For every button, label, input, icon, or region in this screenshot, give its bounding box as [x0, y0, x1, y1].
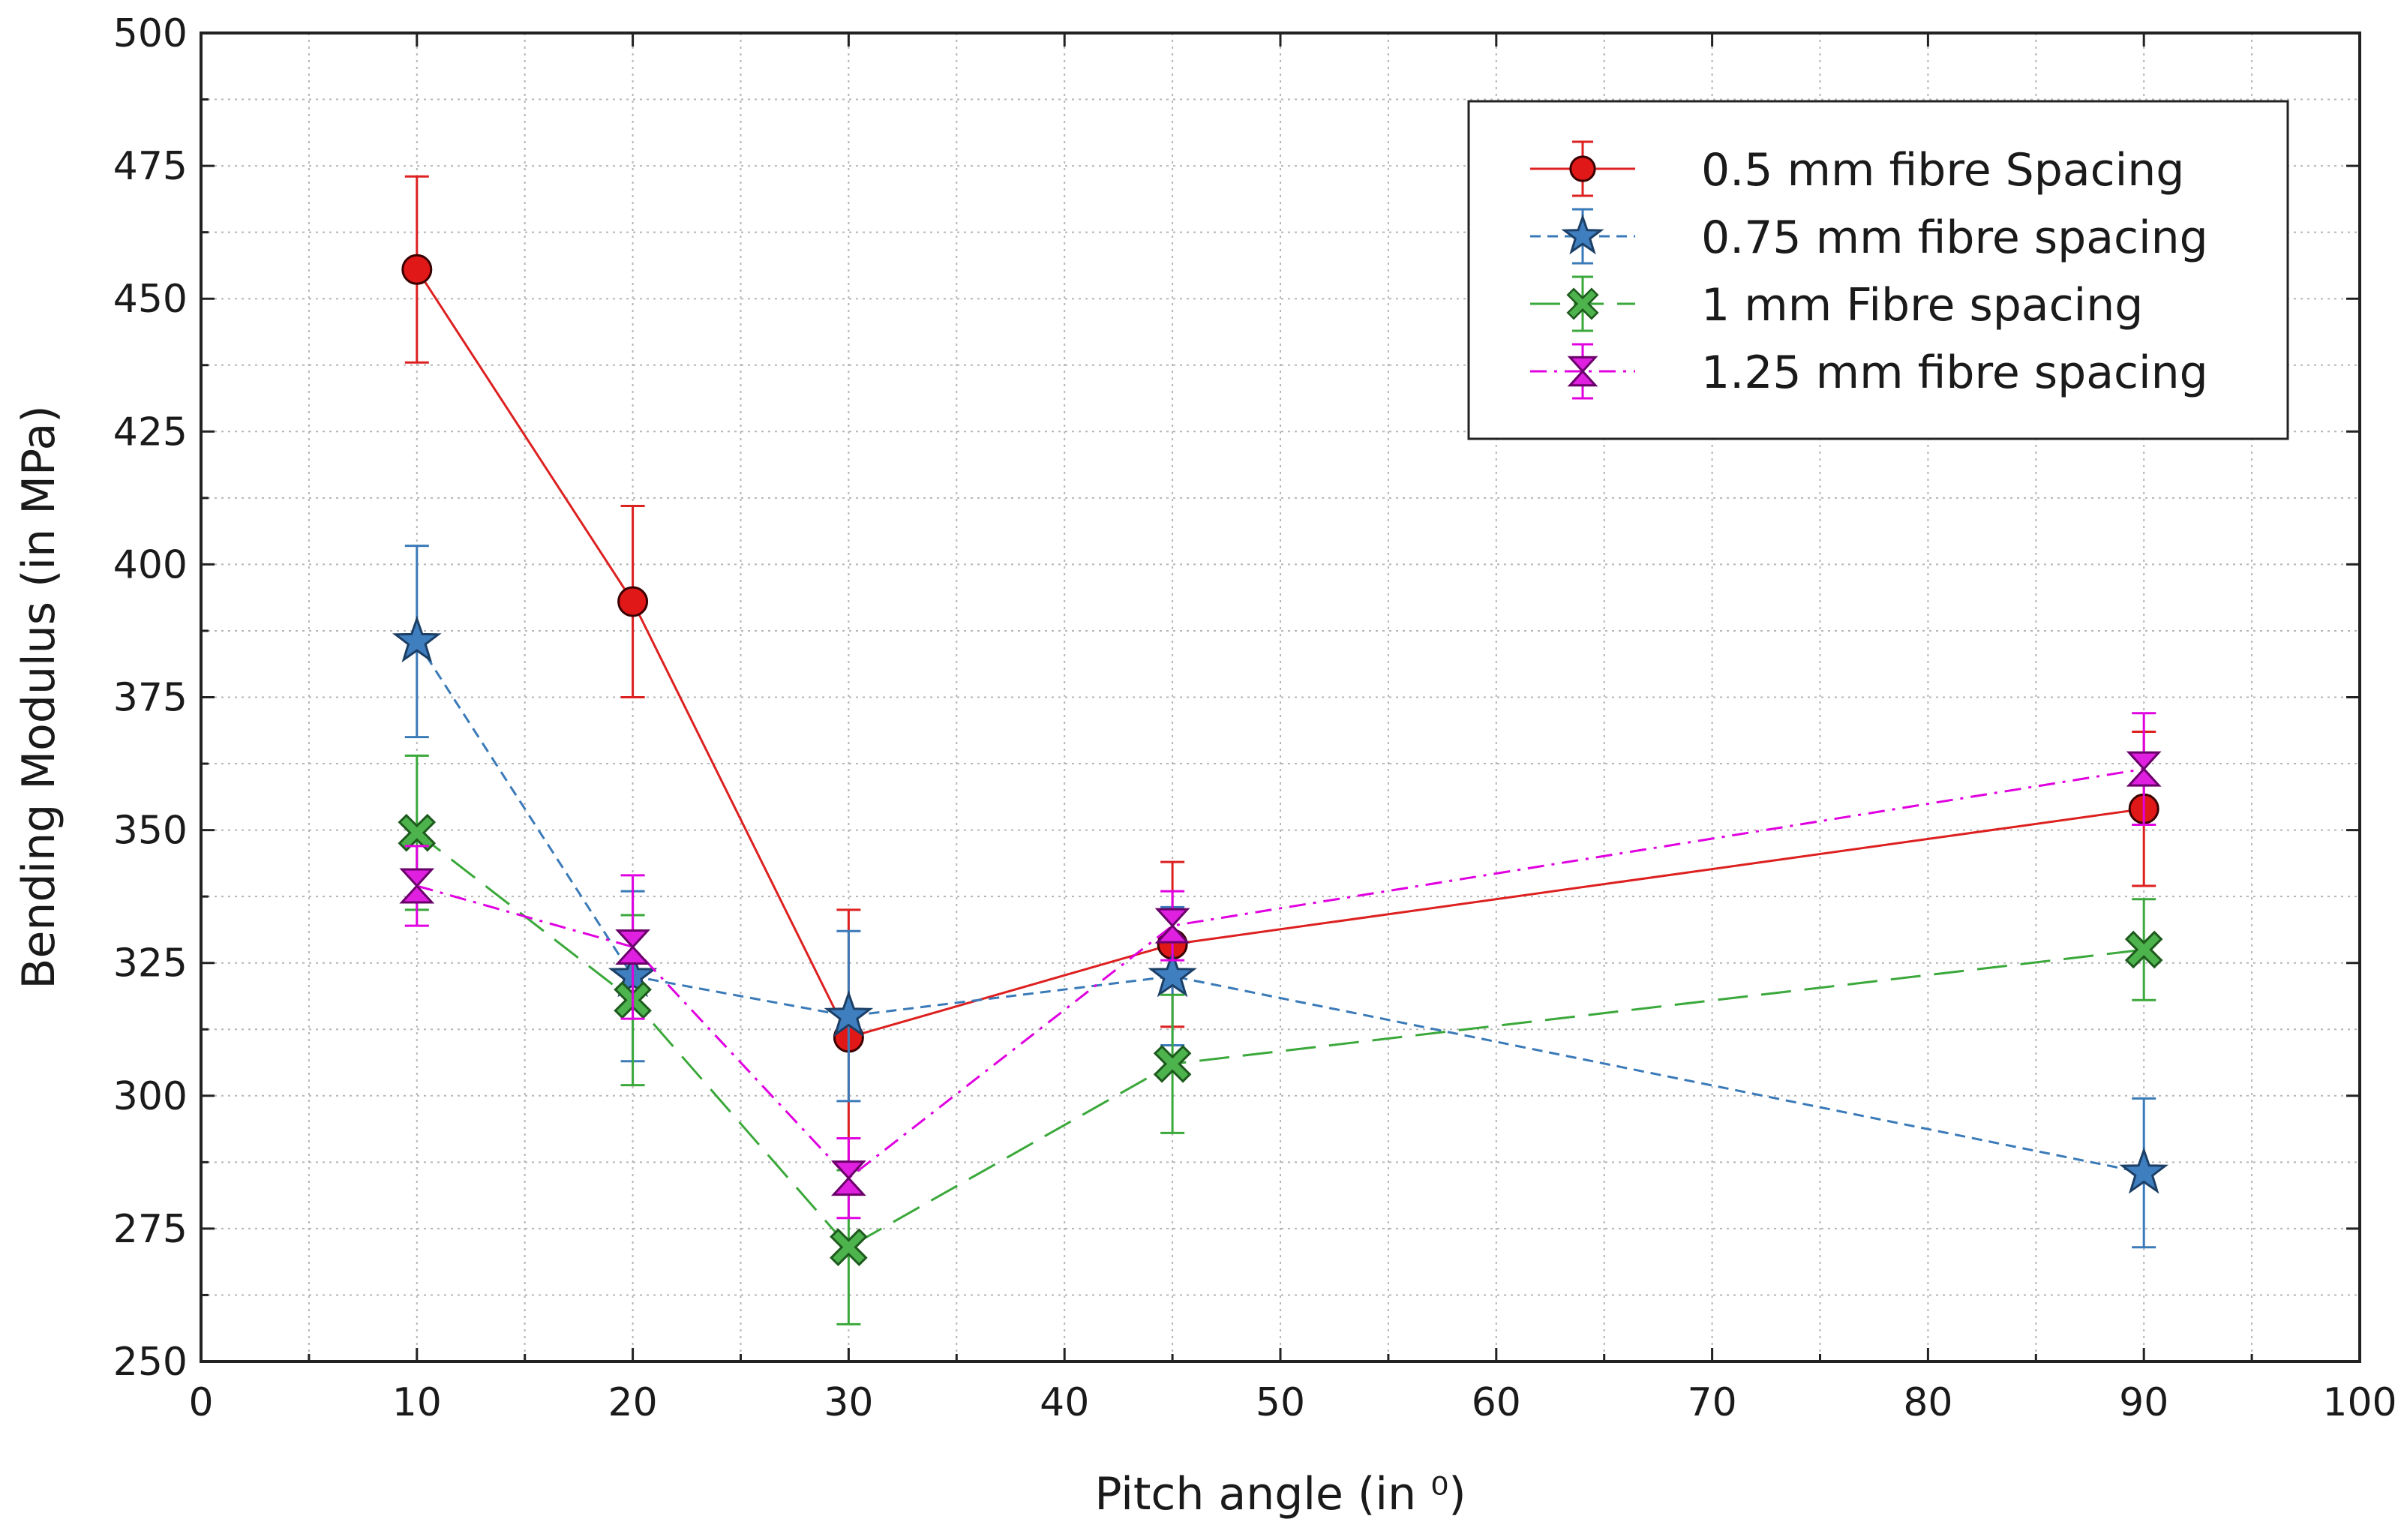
- data-point: [2124, 930, 2163, 969]
- x-tick-label: 70: [1688, 1380, 1737, 1425]
- legend-box: [1467, 100, 2289, 440]
- legend-entry: 0.75 mm fibre spacing: [1530, 208, 2208, 265]
- data-point: [398, 813, 437, 852]
- legend-entry: 1.25 mm fibre spacing: [1530, 343, 2208, 400]
- data-point: [2119, 1146, 2169, 1194]
- data-point: [1148, 950, 1197, 998]
- y-tick-label: 375: [113, 676, 188, 721]
- series-4: [399, 712, 2162, 1220]
- data-point: [615, 929, 650, 965]
- data-series: [392, 175, 2169, 1325]
- y-tick-label: 300: [113, 1074, 188, 1119]
- legend-marker: [1561, 213, 1604, 255]
- legend-marker: [1566, 287, 1599, 320]
- data-point-fill: [833, 1231, 865, 1263]
- legend-label: 1.25 mm fibre spacing: [1701, 347, 2208, 399]
- x-tick-label: 10: [392, 1380, 442, 1425]
- legend-marker-fill: [1569, 290, 1596, 317]
- legend-label: 0.75 mm fibre spacing: [1701, 212, 2208, 264]
- x-tick-label: 40: [1040, 1380, 1089, 1425]
- data-point: [830, 1228, 868, 1267]
- y-tick-label: 350: [113, 809, 188, 854]
- x-tick-label: 60: [1472, 1380, 1521, 1425]
- data-point: [1154, 908, 1190, 944]
- data-point-fill: [1157, 1048, 1189, 1080]
- x-tick-label: 90: [2119, 1380, 2168, 1425]
- y-axis-title: Bending Modulus (in MPa): [13, 405, 65, 989]
- data-point: [617, 586, 649, 617]
- axis-ticks: 0 10 20 30 40 50 60 70 80 90 100 250 275 300 325 350 375…: [113, 11, 2397, 1425]
- y-tick-label: 500: [113, 11, 188, 56]
- data-point: [824, 989, 874, 1037]
- legend-entry: 0.5 mm fibre Spacing: [1530, 140, 2184, 197]
- y-tick-label: 450: [113, 277, 188, 322]
- data-point-fill: [401, 817, 433, 849]
- series-line: [416, 831, 2144, 1249]
- legend-marker: [1567, 356, 1598, 387]
- x-tick-label: 20: [608, 1380, 658, 1425]
- data-point: [392, 615, 442, 663]
- legend-label: 0.5 mm fibre Spacing: [1701, 144, 2184, 197]
- y-tick-label: 250: [113, 1340, 188, 1385]
- data-point: [399, 868, 435, 904]
- y-tick-label: 425: [113, 410, 188, 455]
- legend-entry: 1 mm Fibre spacing: [1530, 275, 2143, 332]
- legend-marker: [1569, 155, 1596, 182]
- data-point-fill: [2128, 933, 2160, 966]
- x-tick-label: 30: [824, 1380, 873, 1425]
- data-point: [831, 1160, 866, 1196]
- series-line: [416, 767, 2144, 1180]
- y-tick-label: 325: [113, 941, 188, 986]
- x-axis-title: Pitch angle (in ⁰): [1094, 1468, 1466, 1520]
- legend-label: 1 mm Fibre spacing: [1701, 279, 2143, 332]
- x-tick-label: 50: [1256, 1380, 1305, 1425]
- legend: 0.5 mm fibre Spacing 0.75 mm fibre spacin…: [1467, 100, 2289, 440]
- y-tick-label: 400: [113, 542, 188, 587]
- x-tick-label: 100: [2322, 1380, 2396, 1425]
- y-tick-label: 475: [113, 144, 188, 189]
- data-point: [401, 254, 433, 285]
- data-point: [2126, 751, 2162, 787]
- y-tick-label: 275: [113, 1207, 188, 1252]
- series-line: [416, 641, 2144, 1174]
- x-tick-label: 0: [188, 1380, 213, 1425]
- x-tick-label: 80: [1903, 1380, 1952, 1425]
- grid-lines: [201, 33, 2360, 1361]
- data-point: [1153, 1044, 1192, 1083]
